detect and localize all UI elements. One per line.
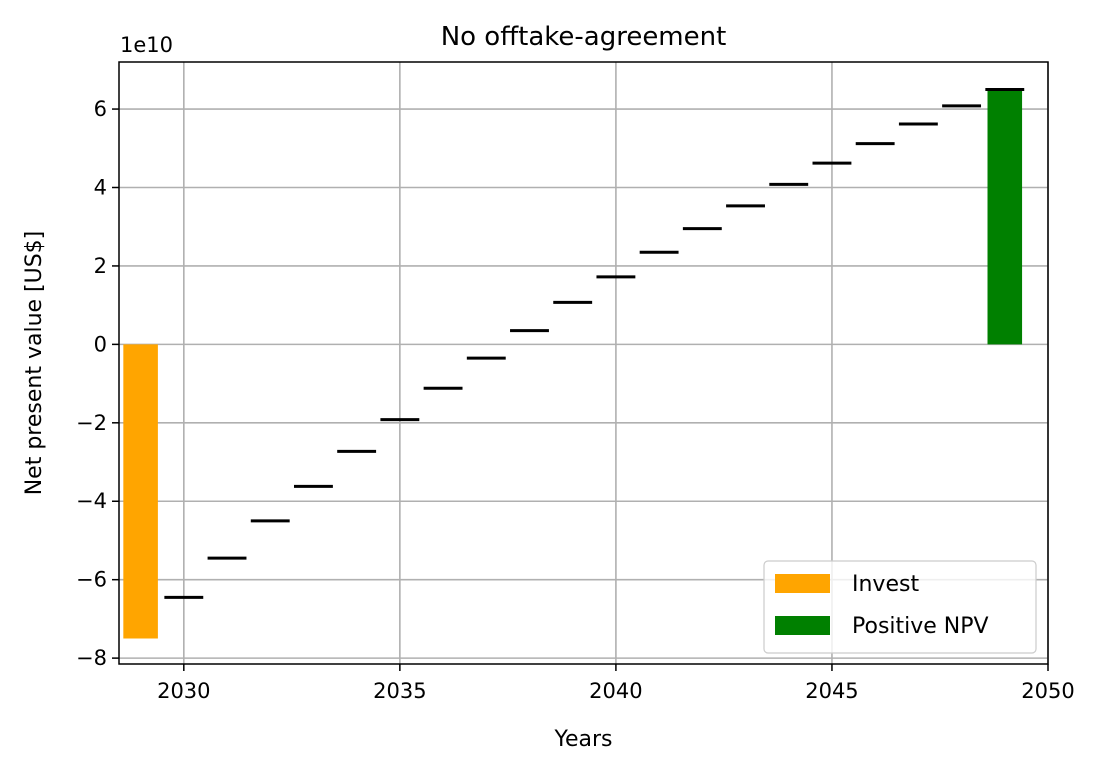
- axis-ticks: 2030 2035 2040 2045 2050 −8 −6 −4 −2 0 2 4 6: [76, 97, 1075, 703]
- plot-frame: [118, 61, 1049, 665]
- x-tick-label: 2035: [373, 679, 426, 703]
- y-tick-label: −2: [76, 411, 107, 435]
- bar-invest: [123, 344, 158, 639]
- y-tick-label: 4: [94, 175, 107, 199]
- legend: Invest Positive NPV: [763, 560, 1037, 654]
- legend-label-positive-npv: Positive NPV: [852, 614, 989, 639]
- legend-box: [763, 560, 1037, 654]
- x-tick-label: 2050: [1021, 679, 1074, 703]
- y-tick-label: −6: [76, 568, 107, 592]
- x-tick-label: 2040: [589, 679, 642, 703]
- bar-positive-npv: [987, 89, 1023, 345]
- y-tick-label: −8: [76, 646, 107, 670]
- legend-swatch-positive-npv: [775, 616, 830, 635]
- bars: [123, 89, 1023, 639]
- chart-title: No offtake-agreement: [441, 22, 727, 52]
- y-tick-label: −4: [76, 489, 107, 513]
- npv-markers: [164, 87, 1025, 599]
- y-tick-label: 0: [94, 332, 107, 356]
- y-scale-label: 1e10: [120, 33, 173, 57]
- y-tick-label: 2: [94, 254, 107, 278]
- x-axis-label: Years: [553, 727, 612, 752]
- x-tick-label: 2030: [157, 679, 210, 703]
- y-tick-label: 6: [94, 97, 107, 121]
- y-axis-label: Net present value [US$]: [22, 231, 47, 496]
- x-tick-label: 2045: [805, 679, 858, 703]
- legend-label-invest: Invest: [852, 572, 919, 597]
- legend-swatch-invest: [775, 574, 830, 593]
